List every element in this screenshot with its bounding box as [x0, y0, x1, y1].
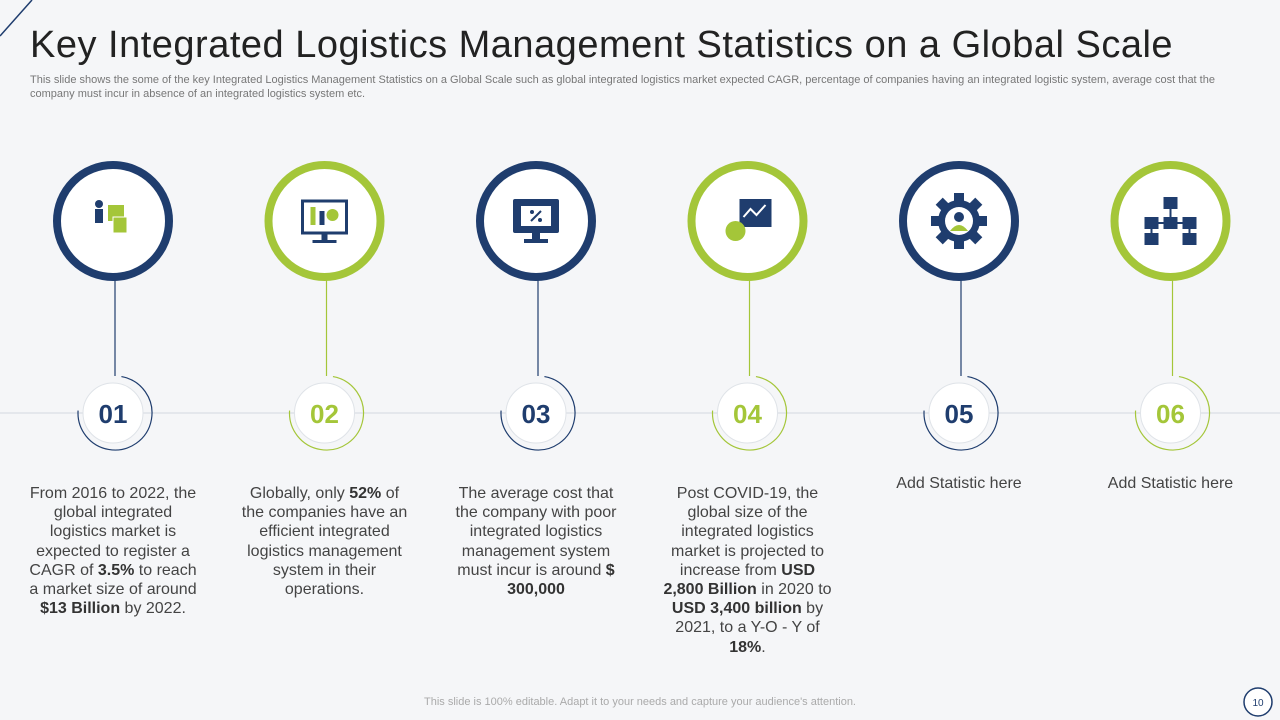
- icon-part: [1163, 197, 1178, 209]
- text-segment: Add Statistic here: [896, 475, 1022, 492]
- footer: This slide is 100% editable. Adapt it to…: [424, 696, 856, 708]
- text-segment: by 2021, to a Y-O - Y of: [675, 600, 824, 637]
- highlight: USD 2,800 Billion: [663, 561, 816, 599]
- statistic-text: Globally, only 52% of the companies have…: [240, 484, 410, 599]
- page-number: 10: [1252, 698, 1264, 709]
- icon-part: [530, 210, 534, 214]
- number-arc: [288, 375, 365, 451]
- highlight: 18%: [729, 638, 762, 656]
- icon-part: [538, 218, 542, 222]
- text-segment: Globally, only: [249, 485, 350, 502]
- step-number: 05: [945, 399, 974, 429]
- number-circle: [82, 382, 144, 444]
- text-segment: From 2016 to 2022, the global integrated…: [29, 485, 197, 579]
- icon-part: [954, 239, 964, 249]
- text-segment: in 2020 to: [756, 581, 832, 599]
- icon-part: [532, 233, 540, 240]
- icon-part: [95, 209, 103, 223]
- statistic-text: Add Statistic here: [1086, 474, 1256, 493]
- icon-part: [524, 239, 548, 243]
- page-badge: [1243, 687, 1273, 717]
- text-segment: .: [761, 638, 766, 656]
- text-segment: to reach a market size of around: [29, 561, 197, 599]
- text-segment: by 2022.: [120, 600, 186, 618]
- highlight: $ 300,000: [507, 561, 615, 599]
- highlight: $13 Billion: [40, 600, 121, 618]
- number-arc: [500, 375, 576, 451]
- number-arc: [77, 375, 153, 451]
- icon: [301, 199, 348, 243]
- step-number: 04: [733, 399, 762, 429]
- icon-part: [112, 216, 128, 234]
- icon: [95, 200, 128, 234]
- step-number: 03: [522, 399, 551, 429]
- icon-part: [326, 209, 339, 221]
- step-number: 01: [99, 399, 128, 429]
- icon-part: [1144, 233, 1159, 245]
- icon-part: [1182, 217, 1197, 229]
- number-arc: [923, 375, 999, 451]
- number-circle: [928, 382, 990, 444]
- step-number: 06: [1156, 399, 1185, 429]
- number-circle: [717, 382, 778, 444]
- icon-part: [530, 210, 542, 222]
- text-segment: Add Statistic here: [1107, 475, 1234, 492]
- icon-part: [321, 233, 328, 241]
- statistic-text: Add Statistic here: [874, 474, 1044, 493]
- icon-part: [954, 193, 964, 203]
- highlight: 3.5%: [97, 561, 135, 579]
- step-number: 02: [310, 399, 339, 429]
- icon-part: [954, 212, 964, 222]
- statistic-text: Post COVID-19, the global size of the in…: [663, 484, 833, 657]
- icon-part: [319, 211, 325, 225]
- icon: [725, 199, 772, 241]
- statistic-text: The average cost that the company with p…: [451, 484, 621, 599]
- icon: [513, 199, 559, 243]
- text-segment: of the companies have an efficient integ…: [241, 485, 408, 599]
- icon-part: [725, 221, 746, 241]
- title: Key Integrated Logistics Management Stat…: [30, 24, 1174, 66]
- icon-part: [312, 240, 337, 243]
- icon-part: [742, 204, 767, 218]
- number-circle: [294, 382, 355, 444]
- icon-part: [1182, 233, 1197, 245]
- number-circle: [1140, 382, 1201, 444]
- text-segment: The average cost that the company with p…: [455, 485, 617, 579]
- number-arc: [711, 375, 788, 451]
- statistic-text: From 2016 to 2022, the global integrated…: [28, 484, 198, 618]
- number-circle: [505, 382, 567, 444]
- subtitle: This slide shows the some of the key Int…: [30, 74, 1215, 100]
- corner-line: [0, 0, 33, 37]
- icon: [1144, 197, 1197, 245]
- highlight: 52%: [349, 485, 382, 502]
- highlight: USD 3,400 billion: [671, 600, 802, 618]
- icon-part: [1150, 209, 1191, 233]
- icon-part: [1144, 217, 1159, 229]
- icon: [931, 193, 987, 249]
- icon-part: [310, 207, 316, 225]
- text-segment: Post COVID-19, the global size of the in…: [671, 485, 824, 579]
- icon-part: [95, 200, 103, 208]
- icon-part: [950, 225, 968, 231]
